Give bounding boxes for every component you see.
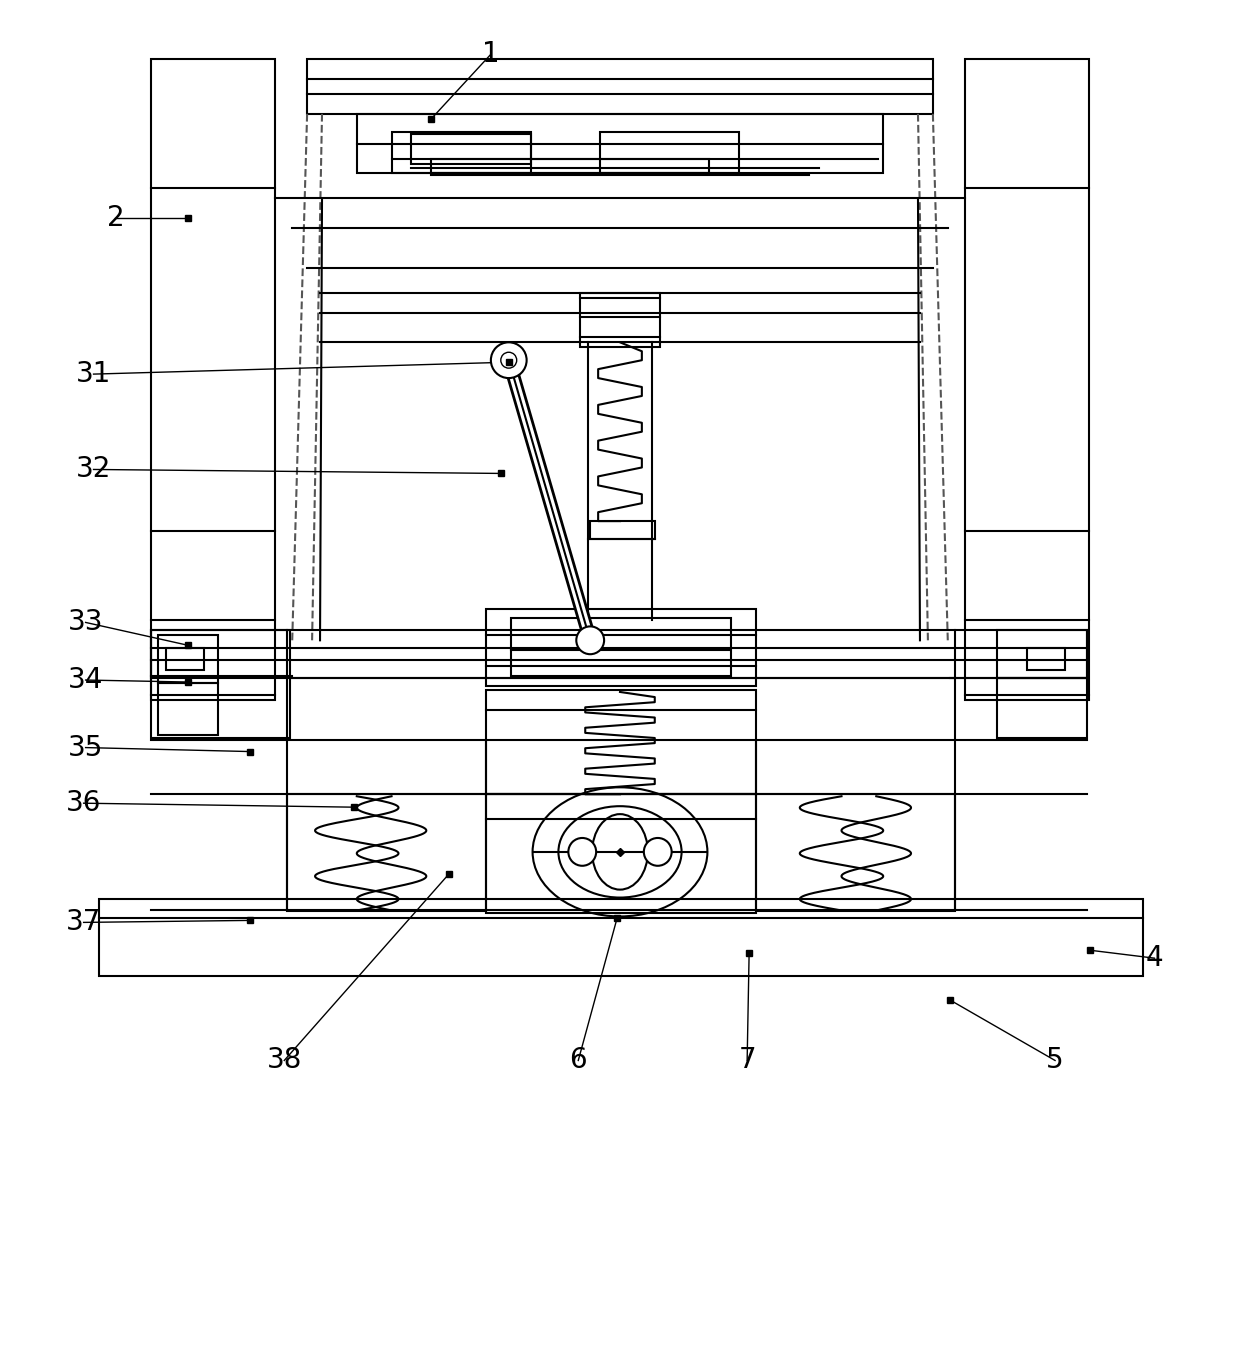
Text: 31: 31 [76,361,112,388]
Text: 37: 37 [66,909,102,936]
Circle shape [568,838,596,865]
Bar [308,59,932,114]
Bar [600,132,739,174]
Bar [151,631,1086,679]
Bar [98,898,1143,976]
Bar [997,631,1086,679]
Bar [997,679,1086,738]
Text: 1: 1 [482,40,500,69]
Bar [159,683,218,735]
Bar [159,635,218,683]
Text: 2: 2 [107,204,124,232]
Bar [357,114,883,174]
Bar [486,794,756,913]
Bar [756,794,955,912]
Bar [151,631,290,738]
Bar [486,690,756,794]
Text: 36: 36 [66,790,102,817]
Bar [432,159,709,174]
Bar [392,132,531,174]
Text: 35: 35 [68,733,103,761]
Bar [1027,648,1065,670]
Bar [580,292,660,347]
Bar [965,59,1089,701]
Text: 6: 6 [569,1046,587,1075]
Text: 32: 32 [76,455,112,484]
Circle shape [577,627,604,654]
Text: 4: 4 [1146,945,1163,972]
Text: 34: 34 [68,666,103,694]
Text: 5: 5 [1047,1046,1064,1075]
Bar [412,134,531,163]
Circle shape [491,343,527,378]
Text: 33: 33 [68,609,103,636]
Circle shape [644,838,672,865]
Bar [590,521,655,539]
Bar [486,609,756,686]
Text: 38: 38 [267,1046,303,1075]
Bar [151,59,275,701]
Bar [166,648,203,670]
Bar [511,618,732,676]
Text: 7: 7 [738,1046,756,1075]
Bar [288,794,486,912]
